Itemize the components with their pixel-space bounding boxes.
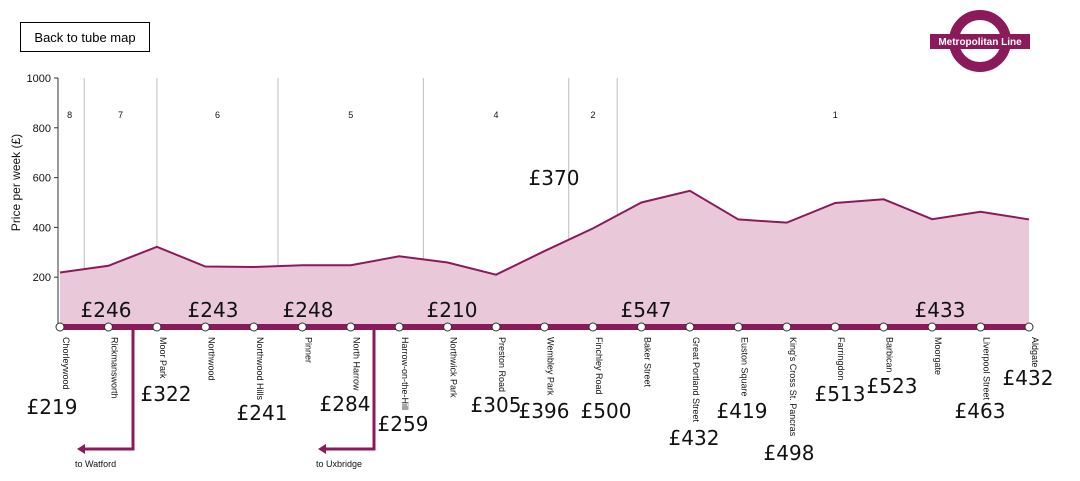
station-label: Moor Park (158, 337, 168, 379)
station-marker[interactable] (540, 322, 549, 332)
line-name-label: Metropolitan Line (938, 37, 1022, 48)
y-axis: 200 400 600 800 1000 Price per week (£) (9, 73, 59, 327)
zone-label: 4 (494, 110, 499, 120)
station-marker[interactable] (443, 322, 453, 332)
price-label: £396 (519, 399, 570, 423)
station-label: Liverpool Street (982, 337, 992, 401)
roundel-bar (930, 34, 1030, 49)
branch-label: to Watford (75, 459, 116, 469)
station-marker[interactable] (927, 322, 937, 332)
price-label: £284 (320, 392, 371, 416)
chart-area-layer (59, 189, 1030, 327)
station-marker[interactable] (297, 322, 307, 332)
price-label: £498 (764, 441, 815, 465)
station-marker[interactable] (55, 322, 65, 332)
station-marker[interactable] (152, 322, 162, 332)
price-label: £419 (717, 399, 768, 423)
station-label: Pinner (303, 337, 313, 363)
station-label: Barbican (885, 337, 895, 373)
y-tick-label: 1000 (27, 73, 51, 85)
price-area (60, 190, 1029, 327)
station-marker[interactable] (249, 322, 259, 332)
price-label: £210 (427, 298, 478, 322)
price-line (59, 189, 1030, 276)
station-marker[interactable] (346, 322, 356, 332)
station-marker[interactable] (733, 322, 743, 332)
price-label: £513 (815, 382, 866, 406)
station-label: King's Cross St. Pancras (788, 337, 798, 437)
price-label: £432 (1003, 366, 1054, 390)
station-marker[interactable] (685, 322, 695, 332)
station-label: Preston Road (497, 337, 507, 392)
price-label: £370 (529, 166, 580, 190)
branch-line (324, 327, 376, 451)
price-label: £523 (867, 374, 918, 398)
price-label: £433 (915, 298, 966, 322)
station-marker[interactable] (1024, 322, 1034, 332)
y-tick-label: 600 (33, 173, 51, 185)
price-label: £432 (669, 426, 720, 450)
station-marker[interactable] (636, 322, 646, 332)
branch-lines: to Watford to Uxbridge (75, 327, 376, 469)
price-label: £305 (471, 393, 522, 417)
branch-label: to Uxbridge (316, 459, 362, 469)
y-axis-title: Price per week (£) (9, 134, 23, 231)
zone-label: 2 (590, 110, 595, 120)
station-label: Harrow-on-the-Hill (400, 337, 410, 410)
price-label: £322 (141, 382, 192, 406)
station-label: Wembley Park (546, 337, 556, 396)
price-label: £547 (621, 298, 672, 322)
branch-line (83, 327, 135, 451)
zone-label: 8 (67, 110, 72, 120)
back-to-tube-map-button[interactable]: Back to tube map (20, 22, 150, 52)
station-marker[interactable] (491, 322, 501, 332)
station-label: North Harrow (352, 337, 362, 391)
station-label: Northwood Hills (255, 337, 265, 401)
zone-label: 1 (833, 110, 838, 120)
price-label: £219 (27, 395, 78, 419)
station-marker[interactable] (588, 322, 598, 332)
price-label: £243 (188, 298, 239, 322)
station-markers: Chorleywood Rickmansworth Moor Park Northwo… (55, 322, 1040, 437)
station-label: Great Portland Street (691, 337, 701, 423)
price-labels: £219 £246 £322 £243 £241 £248 £284 £259 £210 £305… (27, 166, 1054, 465)
price-label: £246 (81, 298, 132, 322)
station-label: Northwick Park (449, 337, 459, 398)
station-marker[interactable] (782, 322, 792, 332)
station-label: Farringdon (836, 337, 846, 381)
station-label: Aldgate (1030, 337, 1040, 368)
y-tick-label: 400 (33, 222, 51, 234)
station-label: Moorgate (933, 337, 943, 375)
station-label: Euston Square (739, 337, 749, 397)
price-label: £463 (955, 399, 1006, 423)
station-marker[interactable] (976, 322, 986, 332)
zone-label: 5 (348, 110, 353, 120)
y-tick-label: 200 (33, 272, 51, 284)
station-label: Finchley Road (594, 337, 604, 395)
branch-arrow (318, 444, 326, 454)
branch-arrow (77, 444, 85, 454)
station-label: Baker Street (642, 337, 652, 388)
price-label: £248 (283, 298, 334, 322)
station-marker[interactable] (879, 322, 889, 332)
station-label: Northwood (206, 337, 216, 381)
price-label: £500 (581, 399, 632, 423)
zone-label: 7 (118, 110, 123, 120)
station-marker[interactable] (103, 322, 113, 332)
station-label: Rickmansworth (109, 337, 119, 399)
station-label: Chorleywood (61, 337, 71, 390)
zone-label: 6 (215, 110, 220, 120)
y-tick-label: 800 (33, 123, 51, 135)
station-marker[interactable] (200, 322, 210, 332)
price-label: £259 (378, 412, 429, 436)
station-marker[interactable] (830, 322, 840, 332)
metropolitan-line-roundel: Metropolitan Line (930, 10, 1030, 72)
station-marker[interactable] (394, 322, 404, 332)
price-label: £241 (237, 401, 288, 425)
